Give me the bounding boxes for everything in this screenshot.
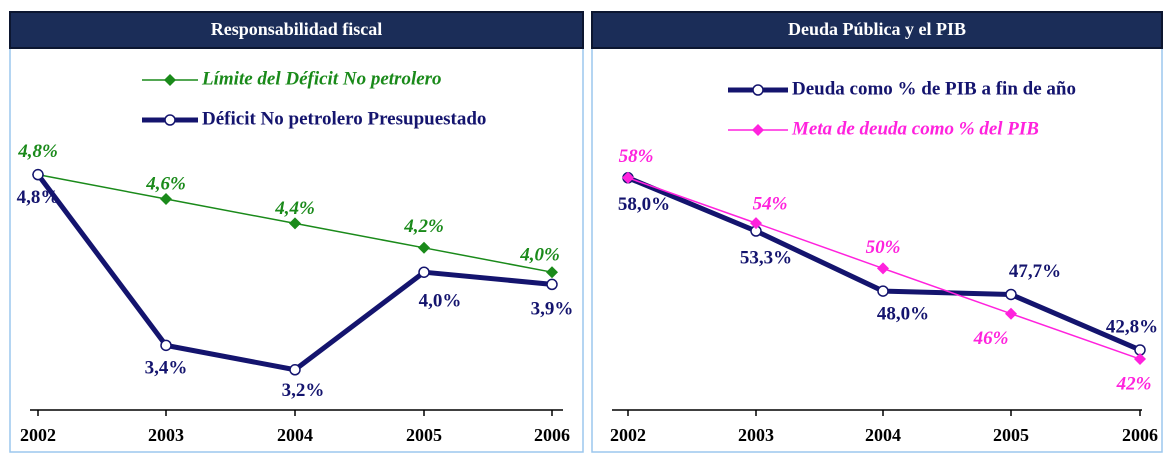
legend-marker [164,114,176,126]
legend-marker [752,124,764,136]
x-tick-label: 2006 [1122,425,1158,445]
marker [418,266,430,278]
x-tick-label: 2004 [277,425,313,445]
data-label: 47,7% [1009,261,1061,282]
marker [546,278,558,291]
marker [877,285,889,297]
marker [750,217,762,230]
x-tick-label: 2003 [738,425,774,445]
x-tick-label: 2006 [534,425,570,445]
marker [160,193,172,206]
chart-title: Responsabilidad fiscal [211,19,383,39]
data-label: 48,0% [877,303,929,324]
chart-panel: Deuda Pública y el PIB 2002 2003 2004 2005 20… [591,11,1163,453]
legend-marker [164,74,176,86]
legend-label: Déficit No petrolero Presupuestado [202,108,486,129]
data-label: 4,2% [403,216,444,237]
marker [546,266,558,279]
data-label: 3,4% [145,358,188,379]
data-label: 46% [973,328,1009,349]
panel-border [591,11,1163,453]
marker [1005,288,1017,301]
data-label: 3,9% [531,299,574,320]
marker [289,217,301,230]
data-label: 42% [1116,373,1152,394]
x-tick-label: 2002 [20,425,56,445]
data-label: 54% [753,193,788,214]
data-label: 4,8% [17,141,58,162]
panel-header [9,11,584,49]
x-tick-label: 2005 [406,425,442,445]
data-label: 4,6% [145,173,186,194]
x-tick-label: 2005 [993,425,1029,445]
marker [160,339,172,352]
data-label: 3,2% [282,380,325,401]
legend-label: Deuda como % de PIB a fin de año [792,78,1076,99]
marker [1005,307,1017,320]
legend-label: Meta de deuda como % del PIB [791,118,1039,139]
chart-panel: Responsabilidad fiscal 2002 2003 2004 2005 20… [9,11,584,453]
data-label: 4,4% [274,198,315,219]
x-tick-label: 2002 [610,425,646,445]
chart-title: Deuda Pública y el PIB [788,19,966,39]
marker [32,168,44,181]
x-tick-label: 2003 [148,425,184,445]
x-tick-label: 2004 [865,425,901,445]
legend-label: Límite del Déficit No petrolero [201,68,442,89]
data-label: 4,0% [519,245,560,266]
marker [418,241,430,254]
marker [877,262,889,275]
marker [289,364,301,376]
legend-marker [752,84,764,96]
data-label: 42,8% [1106,316,1158,337]
marker [622,171,634,184]
data-label: 50% [866,237,901,258]
marker [1134,353,1146,366]
data-label: 58% [619,146,654,167]
data-label: 4,0% [419,291,462,312]
data-label: 58,0% [618,194,670,215]
data-label: 4,8% [17,187,60,208]
panel-border [9,11,584,453]
panel-header [591,11,1163,49]
data-label: 53,3% [740,247,792,268]
